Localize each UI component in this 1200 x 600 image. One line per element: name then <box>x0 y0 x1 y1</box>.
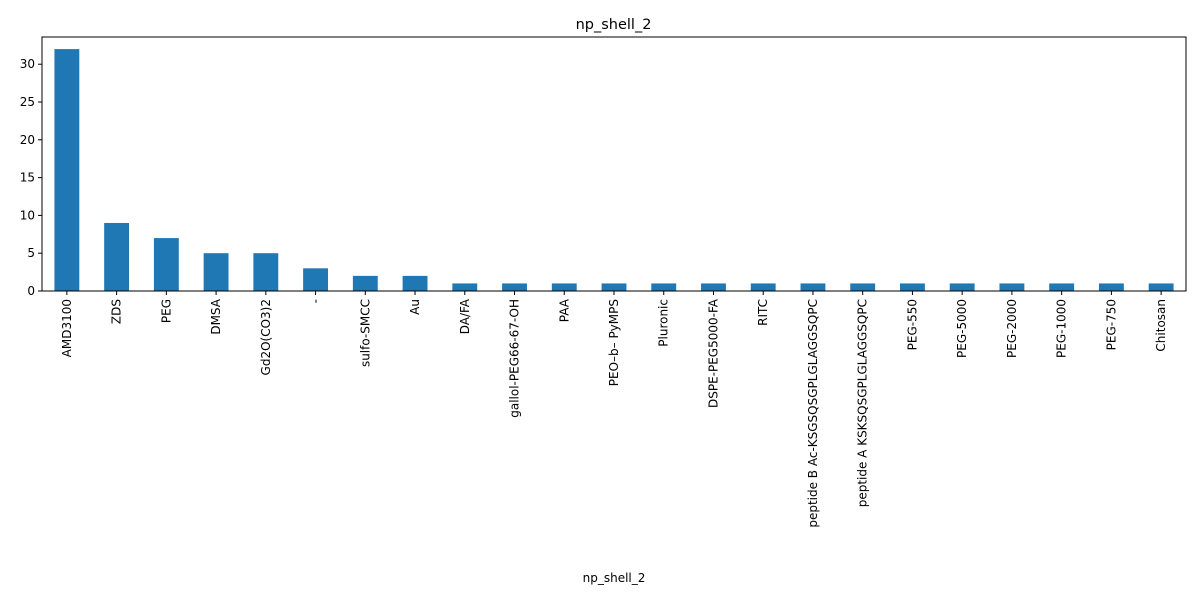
x-axis-ticks: AMD3100 ZDS PEG DMSA Gd2O(CO3)2 - sulfo-SMCC Au… <box>60 291 1168 528</box>
y-axis-ticks: 0 5 10 15 20 25 30 <box>20 57 42 298</box>
bar-0 <box>54 49 80 291</box>
bar-9 <box>502 283 527 291</box>
x-tick-label: DSPE-PEG5000-FA <box>706 298 720 408</box>
x-tick-label: DA/FA <box>458 298 472 334</box>
y-tick-label: 15 <box>20 171 35 185</box>
bar-5 <box>303 268 328 291</box>
x-tick-label: PEG <box>159 299 173 323</box>
bar-11 <box>601 283 627 291</box>
bar-2 <box>153 238 179 291</box>
x-tick-label: Pluronic <box>657 299 671 347</box>
bars-group <box>54 49 1174 291</box>
x-tick-label: RITC <box>756 299 770 326</box>
x-tick-label: DMSA <box>209 298 223 334</box>
plot-frame <box>41 36 1187 292</box>
x-tick-label: PEG-550 <box>905 299 919 350</box>
bar-1 <box>104 222 130 291</box>
x-tick-label: PEG-2000 <box>1005 299 1019 358</box>
bar-12 <box>651 283 677 291</box>
bar-3 <box>203 253 229 291</box>
bar-8 <box>452 283 478 291</box>
bar-14 <box>750 283 776 291</box>
bar-6 <box>352 275 378 291</box>
x-tick-label: - <box>309 299 323 303</box>
x-tick-label: AMD3100 <box>60 299 74 357</box>
bar-18 <box>949 283 975 291</box>
x-tick-label: PEG-5000 <box>955 299 969 358</box>
bar-21 <box>1098 283 1124 291</box>
y-tick-label: 10 <box>20 208 35 222</box>
x-tick-label: PEO–b– PyMPS <box>607 299 621 386</box>
x-tick-label: Chitosan <box>1154 299 1168 352</box>
y-tick-label: 25 <box>20 95 35 109</box>
x-tick-label: PEG-1000 <box>1055 299 1069 358</box>
x-tick-label: Au <box>408 299 422 315</box>
bar-17 <box>900 283 925 291</box>
x-tick-label: Gd2O(CO3)2 <box>259 299 273 375</box>
y-tick-label: 30 <box>20 57 35 71</box>
y-tick-label: 5 <box>27 246 35 260</box>
x-tick-label: peptide A KSKSQSGPLGLAGGSQPC <box>856 299 870 507</box>
bar-7 <box>402 275 428 291</box>
x-tick-label: ZDS <box>110 299 124 324</box>
x-axis-label: np_shell_2 <box>583 571 646 585</box>
x-tick-label: peptide B Ac-KSGSQSGPLGLAGGSQPC <box>806 299 820 528</box>
bar-19 <box>999 283 1025 291</box>
x-tick-label: PEG-750 <box>1104 299 1118 350</box>
x-tick-label: gallol-PEG66-67-OH <box>508 299 522 418</box>
bar-15 <box>800 283 826 291</box>
bar-20 <box>1049 283 1075 291</box>
y-tick-label: 0 <box>27 284 35 298</box>
chart-title: np_shell_2 <box>576 17 652 33</box>
bar-16 <box>850 283 876 291</box>
y-tick-label: 20 <box>20 133 35 147</box>
x-tick-label: PAA <box>557 298 571 322</box>
bar-13 <box>701 283 726 291</box>
bar-10 <box>551 283 577 291</box>
bar-22 <box>1148 283 1174 291</box>
bar-4 <box>253 253 279 291</box>
x-tick-label: sulfo-SMCC <box>358 299 372 367</box>
